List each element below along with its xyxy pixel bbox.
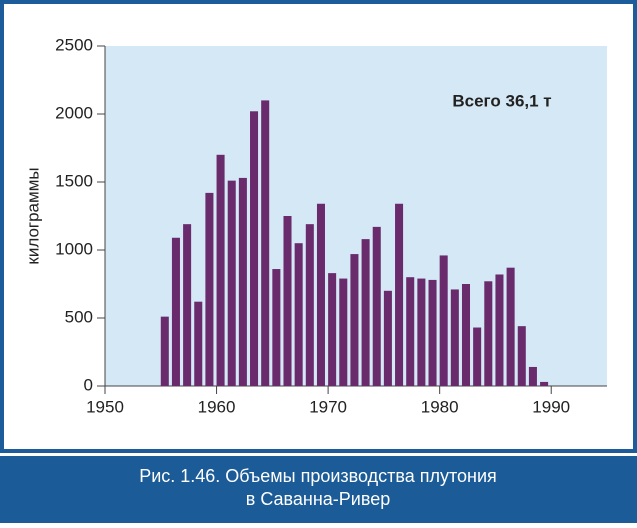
caption: Рис. 1.46. Объемы производства плутония <box>139 466 497 486</box>
bar <box>183 224 192 386</box>
bar <box>216 154 225 386</box>
bar <box>171 237 180 386</box>
bar <box>328 273 337 386</box>
bar <box>473 327 482 386</box>
x-tick-label: 1970 <box>309 397 347 416</box>
bar <box>316 203 325 386</box>
x-tick-label: 1960 <box>198 397 236 416</box>
bar <box>283 216 292 386</box>
y-axis-label: килограммы <box>23 167 42 264</box>
bar <box>227 180 236 386</box>
bar <box>484 281 493 386</box>
caption: в Саванна-Ривер <box>246 489 390 509</box>
x-tick-label: 1950 <box>86 397 124 416</box>
bar <box>506 267 515 386</box>
y-tick-label: 2000 <box>55 103 93 122</box>
bar <box>461 284 471 386</box>
bar <box>450 289 459 386</box>
bar <box>439 255 448 386</box>
y-tick-label: 1000 <box>55 239 93 258</box>
y-tick-label: 1500 <box>55 171 93 190</box>
bar <box>428 279 437 386</box>
x-tick-label: 1990 <box>532 397 570 416</box>
bar <box>305 224 314 386</box>
bar <box>350 254 359 386</box>
bar <box>517 326 526 386</box>
y-tick-label: 500 <box>65 307 93 326</box>
bar <box>194 301 203 386</box>
bar <box>361 239 370 386</box>
bar <box>540 381 549 386</box>
bar <box>495 274 504 386</box>
bar <box>160 316 169 386</box>
bar <box>395 203 404 386</box>
bar <box>294 243 303 386</box>
bar <box>272 269 281 386</box>
bar <box>528 366 537 386</box>
y-tick-label: 2500 <box>55 35 93 54</box>
bar <box>339 278 348 386</box>
bar <box>261 100 270 387</box>
bar <box>205 192 214 386</box>
annotation: Всего 36,1 т <box>452 91 551 110</box>
bar <box>417 278 426 386</box>
bar <box>372 226 381 386</box>
caption-bar <box>0 456 637 523</box>
bar <box>238 177 247 386</box>
bar <box>383 290 392 386</box>
x-tick-label: 1980 <box>421 397 459 416</box>
y-tick-label: 0 <box>84 375 93 394</box>
bar <box>406 277 415 386</box>
bar <box>250 111 259 386</box>
